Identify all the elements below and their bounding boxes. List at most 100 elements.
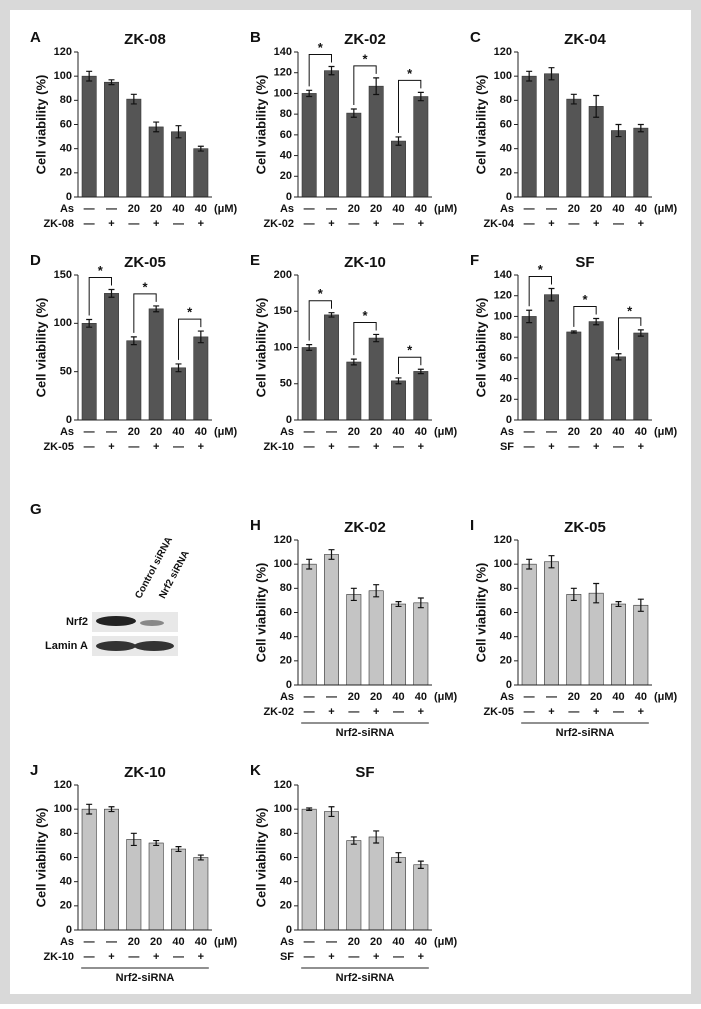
- row-cell: 20: [568, 426, 580, 438]
- y-tick-label: 40: [500, 143, 512, 155]
- row-cell: +: [548, 441, 554, 453]
- error-bar: [526, 558, 533, 570]
- bar: [171, 367, 186, 421]
- row-cell: +: [108, 218, 114, 230]
- row-cell: —: [304, 951, 315, 963]
- y-tick-label: 0: [286, 191, 292, 203]
- significance-bracket: [308, 54, 332, 87]
- row-cell: 20: [348, 426, 360, 438]
- row-cell: —: [348, 218, 359, 230]
- significance-bracket: [133, 293, 157, 333]
- chart-title: ZK-10: [344, 254, 386, 271]
- row-cell: —: [568, 441, 579, 453]
- row-cell: —: [393, 951, 404, 963]
- row-cell: +: [108, 951, 114, 963]
- row-cell: 40: [635, 691, 647, 703]
- row-cell: 40: [172, 936, 184, 948]
- y-tick-label: 0: [286, 414, 292, 426]
- y-tick-label: 80: [500, 582, 512, 594]
- row-cell: 40: [635, 203, 647, 215]
- bar: [193, 336, 209, 421]
- row-cell: +: [108, 441, 114, 453]
- significance-label: *: [318, 286, 324, 301]
- error-bar: [395, 601, 402, 608]
- row-cell: —: [348, 441, 359, 453]
- row-cell: +: [153, 951, 159, 963]
- y-tick-label: 0: [506, 414, 512, 426]
- bar: [611, 603, 626, 686]
- error-bar: [306, 558, 313, 570]
- group-label: Nrf2-siRNA: [336, 972, 395, 984]
- band: [134, 641, 174, 651]
- error-bar: [593, 94, 600, 118]
- error-bar: [328, 806, 335, 818]
- row-cell: 40: [415, 691, 427, 703]
- row-cell: 40: [392, 426, 404, 438]
- chart-title: ZK-04: [564, 31, 606, 48]
- row-label: As: [500, 203, 514, 215]
- error-bar: [86, 803, 93, 815]
- y-tick-label: 100: [274, 558, 292, 570]
- row-cell: +: [638, 218, 644, 230]
- y-tick-label: 100: [494, 70, 512, 82]
- bar: [611, 130, 626, 198]
- y-tick-label: 80: [280, 827, 292, 839]
- row-cell: —: [173, 441, 184, 453]
- row-cell: —: [568, 218, 579, 230]
- bar: [611, 356, 626, 421]
- row-cell: 20: [128, 936, 140, 948]
- y-axis-label: Cell viability (%): [473, 75, 488, 175]
- row-cell: 20: [370, 203, 382, 215]
- error-bar: [615, 601, 622, 608]
- y-tick-label: 140: [274, 46, 292, 58]
- error-bar: [570, 587, 577, 602]
- bar: [521, 316, 537, 421]
- chart-title: ZK-05: [124, 254, 166, 271]
- bar: [346, 840, 362, 931]
- row-label: SF: [500, 441, 514, 453]
- significance-bracket: [308, 300, 332, 341]
- panel-letter: J: [30, 762, 38, 779]
- row-cell: +: [593, 218, 599, 230]
- y-tick-label: 60: [60, 118, 72, 130]
- row-cell: —: [128, 441, 139, 453]
- row-cell: +: [418, 951, 424, 963]
- band: [96, 616, 136, 626]
- row-label: As: [60, 936, 74, 948]
- chart-title: ZK-02: [344, 31, 386, 48]
- y-tick-label: 0: [66, 191, 72, 203]
- bar: [368, 590, 384, 686]
- row-cell: 20: [568, 691, 580, 703]
- error-bar: [373, 333, 380, 343]
- row-cell: 20: [348, 203, 360, 215]
- bar: [391, 380, 406, 421]
- y-tick-label: 0: [286, 679, 292, 691]
- bar: [104, 81, 119, 198]
- error-bar: [306, 344, 313, 351]
- bar: [81, 75, 97, 198]
- row-label: As: [280, 426, 294, 438]
- y-tick-label: 140: [494, 269, 512, 281]
- y-tick-label: 40: [60, 876, 72, 888]
- error-bar: [548, 555, 555, 569]
- y-tick-label: 20: [280, 170, 292, 182]
- row-cell: —: [326, 936, 337, 948]
- error-bar: [548, 67, 555, 81]
- row-cell: —: [304, 936, 315, 948]
- group-label: Nrf2-siRNA: [116, 972, 175, 984]
- row-cell: +: [153, 218, 159, 230]
- error-bar: [130, 93, 137, 105]
- row-cell: +: [638, 706, 644, 718]
- row-cell: +: [198, 951, 204, 963]
- significance-label: *: [362, 51, 368, 66]
- row-unit: (μM): [214, 426, 238, 438]
- bar: [126, 340, 142, 421]
- row-cell: —: [524, 691, 535, 703]
- bar: [346, 112, 362, 198]
- chart-title: ZK-08: [124, 31, 166, 48]
- row-cell: 20: [150, 426, 162, 438]
- row-unit: (μM): [434, 691, 458, 703]
- row-label: ZK-10: [263, 441, 294, 453]
- y-tick-label: 20: [500, 655, 512, 667]
